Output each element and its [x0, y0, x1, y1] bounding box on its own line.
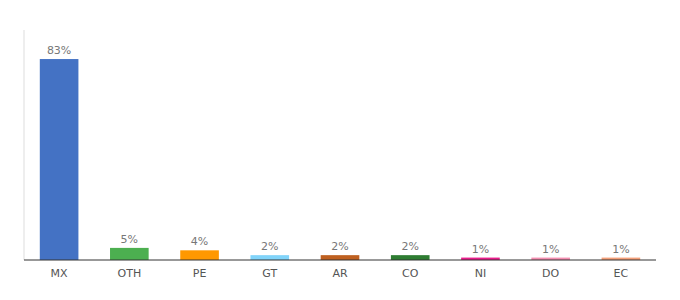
x-tick-label: NI — [475, 267, 486, 280]
x-tick-label: AR — [332, 267, 348, 280]
data-label: 1% — [612, 243, 629, 256]
x-axis: MX OTH PE GT AR CO NI DO EC — [51, 267, 629, 280]
data-labels: 83% 5% 4% 2% 2% 2% 1% 1% 1% — [47, 44, 630, 256]
x-tick-label: CO — [402, 267, 419, 280]
x-tick-label: MX — [51, 267, 68, 280]
chart-svg: 83% 5% 4% 2% 2% 2% 1% 1% 1% MX OTH PE GT AR CO NI DO EC — [0, 0, 680, 300]
data-label: 1% — [542, 243, 559, 256]
data-label: 2% — [401, 240, 418, 253]
bar — [250, 255, 289, 260]
chart-container: 83% 5% 4% 2% 2% 2% 1% 1% 1% MX OTH PE GT AR CO NI DO EC — [0, 0, 680, 300]
bar — [110, 248, 149, 260]
x-tick-label: GT — [262, 267, 277, 280]
x-tick-label: EC — [614, 267, 629, 280]
data-label: 2% — [331, 240, 348, 253]
x-tick-label: PE — [193, 267, 207, 280]
bar — [180, 250, 219, 260]
bar — [40, 59, 79, 260]
bar — [321, 255, 360, 260]
x-axis-line — [24, 260, 656, 261]
data-label: 4% — [191, 235, 208, 248]
bar — [391, 255, 430, 260]
data-label: 1% — [472, 243, 489, 256]
data-label: 5% — [121, 233, 138, 246]
x-tick-label: DO — [542, 267, 559, 280]
bars — [40, 59, 640, 260]
y-range-line — [24, 30, 25, 260]
data-label: 2% — [261, 240, 278, 253]
x-tick-label: OTH — [118, 267, 142, 280]
data-label: 83% — [47, 44, 71, 57]
